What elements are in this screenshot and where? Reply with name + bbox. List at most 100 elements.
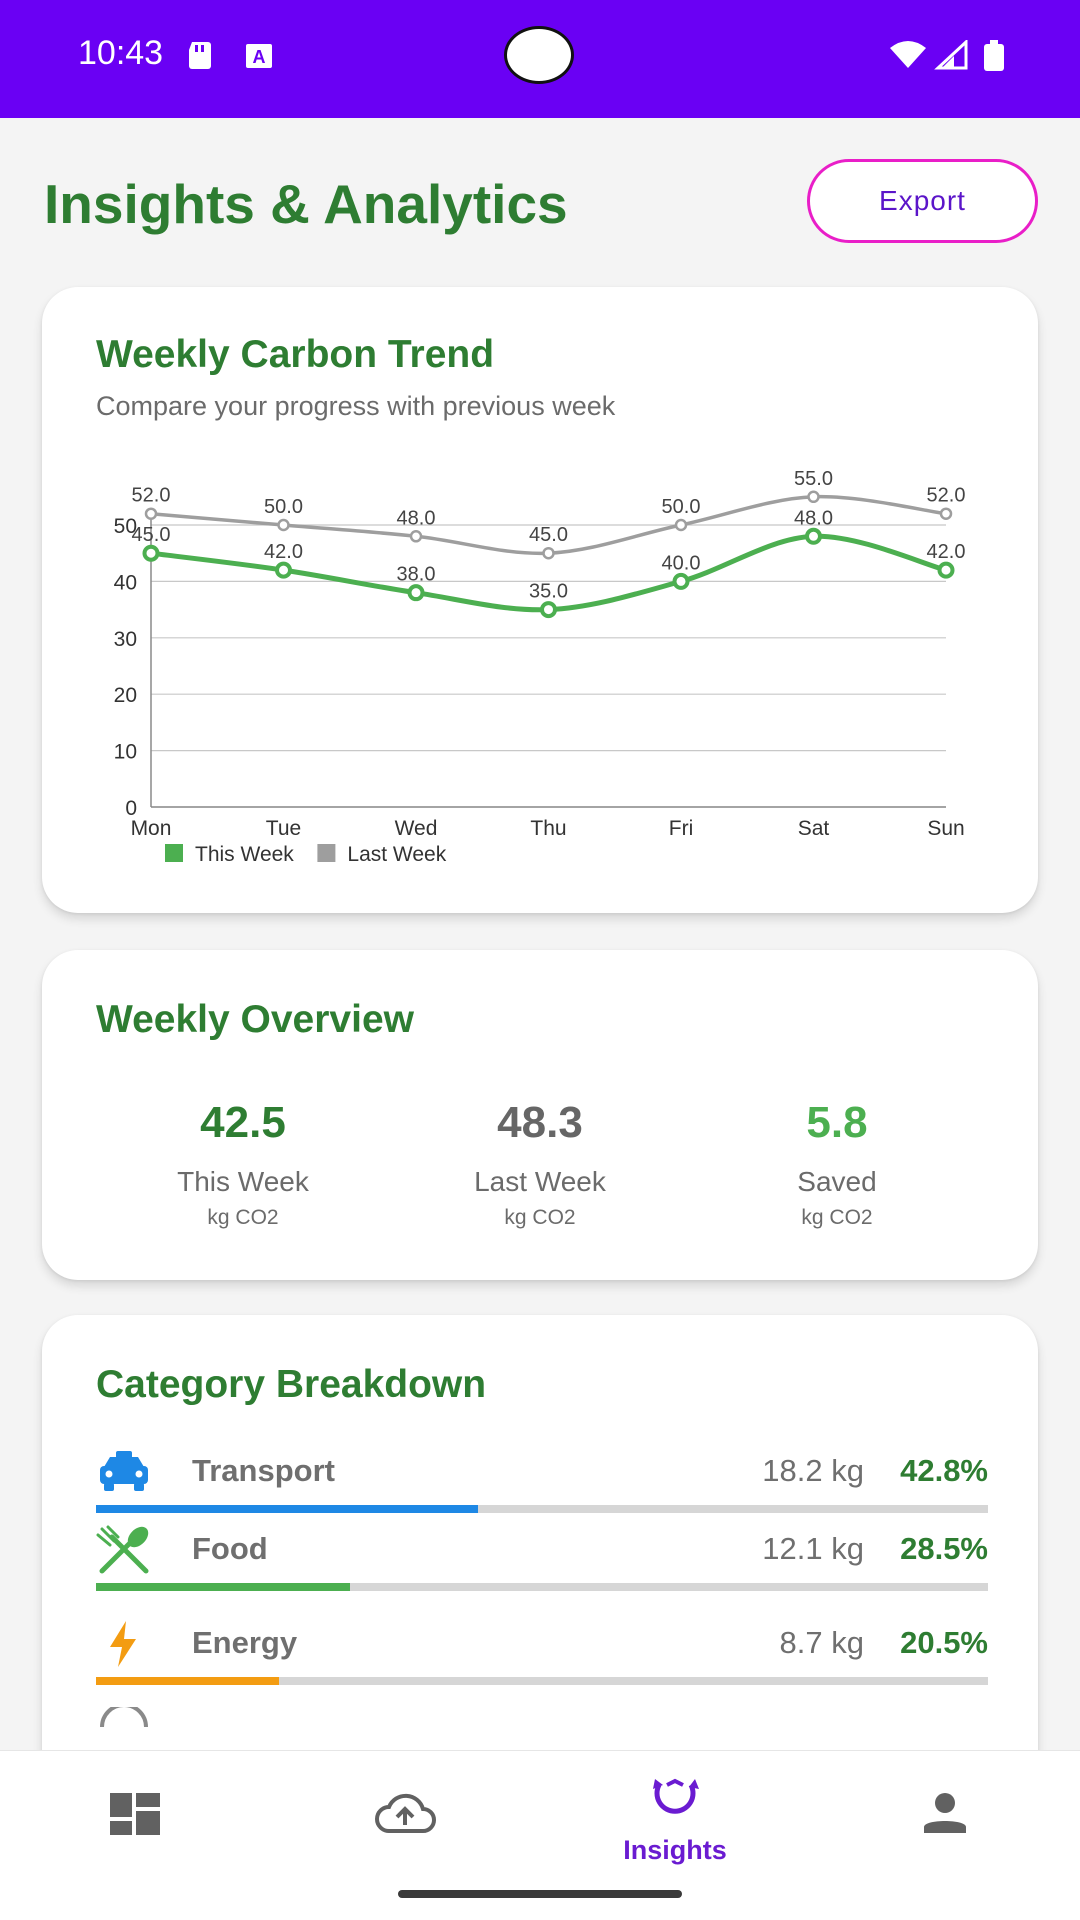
weekly-trend-card: Weekly Carbon Trend Compare your progres… <box>42 287 1038 913</box>
data-label: 35.0 <box>529 581 568 603</box>
battery-icon <box>984 40 1004 71</box>
data-point <box>937 561 955 579</box>
category-progress-track <box>96 1583 988 1591</box>
category-percent: 42.8% <box>900 1453 988 1488</box>
data-label: 50.0 <box>264 496 303 518</box>
nav-upload[interactable] <box>270 1751 540 1891</box>
overview-unit: kg CO2 <box>801 1206 873 1229</box>
nav-insights[interactable]: Insights <box>540 1751 810 1891</box>
x-tick-label: Sun <box>927 817 964 840</box>
data-label: 52.0 <box>132 485 171 507</box>
x-tick-label: Fri <box>669 817 694 840</box>
export-button[interactable]: Export <box>807 159 1038 243</box>
more-category-icon <box>100 1707 148 1727</box>
x-tick-label: Mon <box>131 817 172 840</box>
card-title: Weekly Overview <box>96 998 414 1041</box>
data-label: 48.0 <box>397 507 436 529</box>
category-percent: 28.5% <box>900 1531 988 1566</box>
category-amount: 18.2 kg <box>762 1453 864 1488</box>
nav-profile[interactable] <box>810 1751 1080 1891</box>
page-title: Insights & Analytics <box>44 173 568 235</box>
overview-value: 48.3 <box>497 1098 583 1147</box>
bolt-icon <box>110 1621 136 1667</box>
category-name: Food <box>192 1531 268 1566</box>
legend-swatch <box>317 844 336 862</box>
data-point <box>674 518 688 532</box>
category-name: Transport <box>192 1453 335 1488</box>
y-tick-label: 50 <box>114 515 137 538</box>
data-label: 40.0 <box>662 552 701 574</box>
y-tick-label: 0 <box>125 797 137 820</box>
signal-icon <box>934 40 968 70</box>
overview-unit: kg CO2 <box>504 1206 576 1229</box>
y-tick-label: 20 <box>114 684 137 707</box>
card-title: Category Breakdown <box>96 1363 487 1406</box>
y-tick-label: 40 <box>114 571 137 594</box>
overview-stats: 42.5 This Week kg CO2 48.3 Last Week kg … <box>42 1098 1038 1258</box>
insights-icon <box>653 1778 699 1814</box>
data-point <box>277 518 290 532</box>
category-amount: 8.7 kg <box>779 1625 864 1660</box>
category-breakdown-card: Category Breakdown Transport 18.2 kg 42.… <box>42 1315 1038 1815</box>
data-label: 45.0 <box>529 524 568 546</box>
legend-swatch <box>165 844 183 862</box>
category-progress-track <box>96 1677 988 1685</box>
cloud-upload-icon <box>375 1793 436 1833</box>
y-tick-label: 30 <box>114 628 137 651</box>
overview-value: 42.5 <box>200 1098 286 1147</box>
y-tick-label: 10 <box>114 741 137 764</box>
x-tick-label: Sat <box>798 817 830 840</box>
legend-label: Last Week <box>347 843 446 866</box>
overview-value: 5.8 <box>806 1098 868 1147</box>
category-progress-fill <box>96 1583 351 1591</box>
utensils-icon <box>96 1525 149 1574</box>
data-point <box>275 561 292 579</box>
category-amount: 12.1 kg <box>762 1531 864 1566</box>
sd-card-icon <box>189 42 211 69</box>
category-progress-fill <box>96 1677 279 1685</box>
x-tick-label: Tue <box>266 817 301 840</box>
overview-this-week: 42.5 This Week kg CO2 <box>93 1098 393 1230</box>
overview-saved: 5.8 Saved kg CO2 <box>687 1098 987 1230</box>
overview-unit: kg CO2 <box>207 1206 279 1229</box>
data-label: 45.0 <box>132 524 171 546</box>
car-icon <box>100 1451 148 1491</box>
data-point <box>939 507 953 520</box>
overview-label: This Week <box>177 1166 309 1197</box>
category-row-food[interactable]: Food 12.1 kg 28.5% <box>96 1525 988 1605</box>
card-title: Weekly Carbon Trend <box>96 333 495 376</box>
data-label: 42.0 <box>264 541 303 563</box>
nav-dashboard[interactable] <box>0 1751 270 1891</box>
weekly-overview-card: Weekly Overview 42.5 This Week kg CO2 48… <box>42 950 1038 1280</box>
wifi-icon <box>890 41 926 68</box>
category-progress-track <box>96 1505 988 1513</box>
category-row-energy[interactable]: Energy 8.7 kg 20.5% <box>96 1619 988 1699</box>
data-point <box>540 601 557 619</box>
category-progress-fill <box>96 1505 478 1513</box>
data-label: 52.0 <box>927 485 966 507</box>
home-indicator <box>398 1890 682 1898</box>
data-point <box>807 490 820 504</box>
overview-label: Saved <box>797 1166 877 1197</box>
legend-label: This Week <box>195 843 294 866</box>
category-name: Energy <box>192 1625 298 1660</box>
data-label: 55.0 <box>794 468 833 490</box>
nav-label: Insights <box>623 1835 727 1865</box>
data-point <box>542 546 555 560</box>
overview-last-week: 48.3 Last Week kg CO2 <box>390 1098 690 1230</box>
data-point <box>142 544 160 562</box>
data-point <box>805 527 822 545</box>
data-label: 50.0 <box>662 496 701 518</box>
overview-label: Last Week <box>474 1166 606 1197</box>
category-percent: 20.5% <box>900 1625 988 1660</box>
category-row-transport[interactable]: Transport 18.2 kg 42.8% <box>96 1447 988 1527</box>
data-label: 48.0 <box>794 507 833 529</box>
data-point <box>672 572 690 590</box>
dashboard-icon <box>110 1793 160 1835</box>
svg-text:A: A <box>253 47 266 67</box>
status-time: 10:43 <box>78 34 164 72</box>
status-bar: 10:43 A <box>0 0 1080 118</box>
text-a-icon: A <box>246 44 272 68</box>
data-point <box>144 507 158 520</box>
x-tick-label: Thu <box>530 817 566 840</box>
